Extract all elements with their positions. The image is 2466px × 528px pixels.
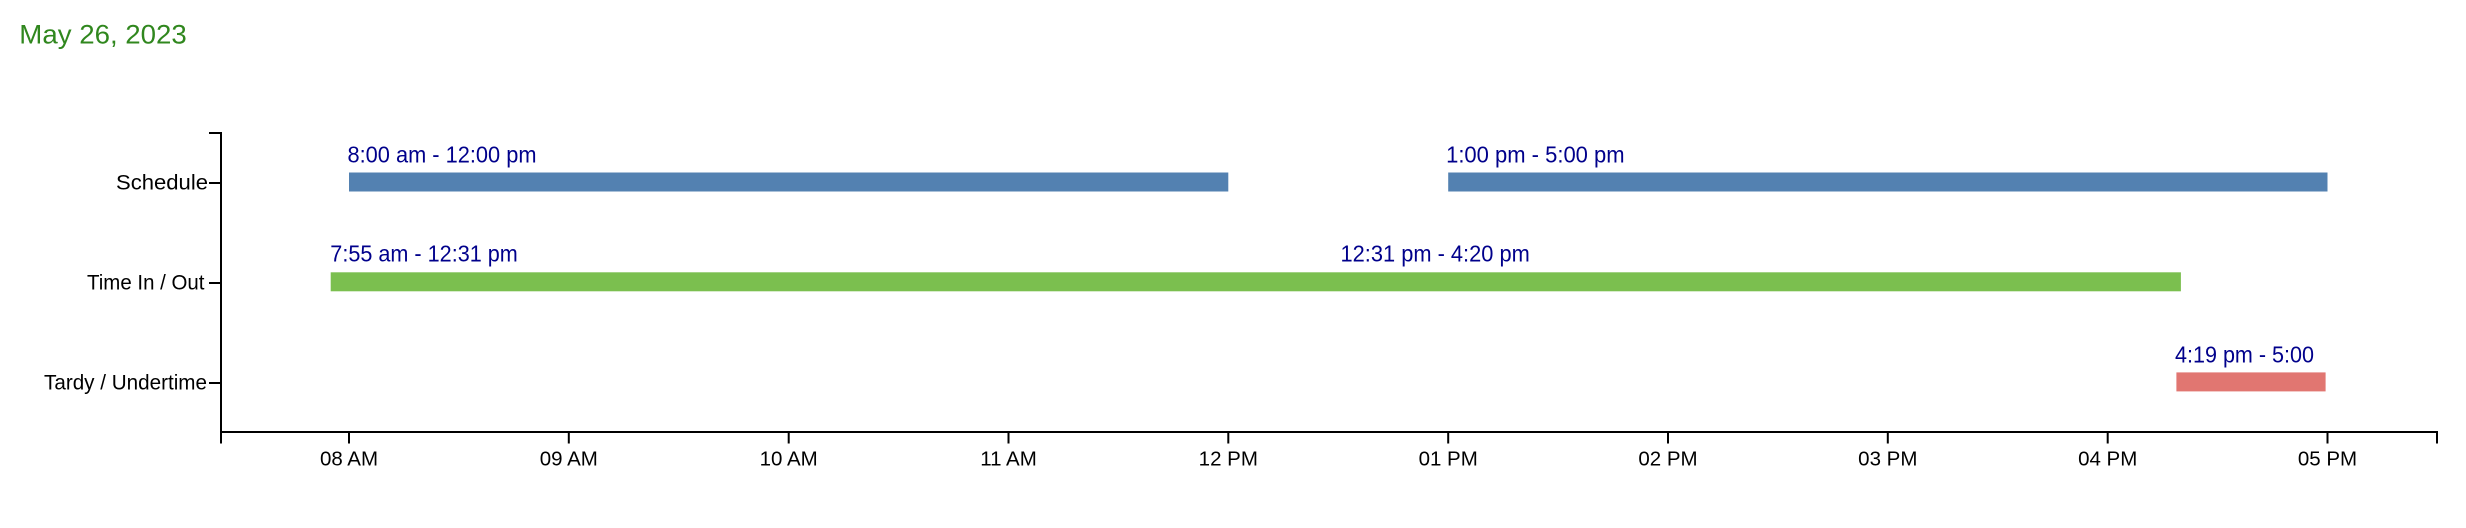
svg-text:May 26, 2023: May 26, 2023	[19, 20, 187, 50]
svg-text:8:00 am - 12:00 pm: 8:00 am - 12:00 pm	[348, 141, 537, 167]
svg-text:Schedule: Schedule	[116, 172, 208, 195]
svg-text:04 PM: 04 PM	[2078, 447, 2137, 470]
svg-text:03 PM: 03 PM	[1858, 447, 1917, 470]
svg-text:Time In / Out: Time In / Out	[87, 272, 205, 295]
svg-text:4:19 pm - 5:00: 4:19 pm - 5:00	[2175, 342, 2314, 368]
svg-text:09 AM: 09 AM	[540, 447, 598, 470]
svg-text:05 PM: 05 PM	[2298, 447, 2357, 470]
svg-text:02 PM: 02 PM	[1638, 447, 1697, 470]
svg-text:12 PM: 12 PM	[1199, 447, 1258, 470]
svg-text:10 AM: 10 AM	[760, 447, 818, 470]
svg-text:7:55 am - 12:31 pm: 7:55 am - 12:31 pm	[330, 241, 518, 267]
svg-text:12:31 pm - 4:20 pm: 12:31 pm - 4:20 pm	[1341, 241, 1530, 267]
svg-text:Tardy / Undertime: Tardy / Undertime	[44, 372, 207, 395]
svg-text:11 AM: 11 AM	[980, 447, 1037, 470]
svg-text:01 PM: 01 PM	[1419, 447, 1478, 470]
svg-text:1:00 pm - 5:00 pm: 1:00 pm - 5:00 pm	[1446, 141, 1625, 167]
svg-text:08 AM: 08 AM	[320, 447, 378, 470]
